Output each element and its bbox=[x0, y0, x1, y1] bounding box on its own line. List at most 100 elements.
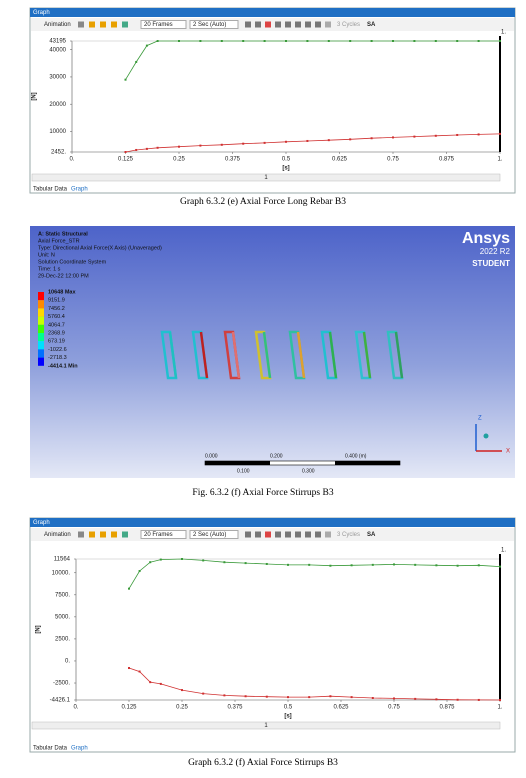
tab[interactable]: Tabular Data bbox=[33, 746, 68, 752]
tab[interactable]: Graph bbox=[71, 746, 88, 752]
toolbar-icon bbox=[245, 531, 251, 538]
dropdown bbox=[189, 20, 239, 29]
stirrup-bar bbox=[362, 331, 372, 379]
info-text: Unit: N bbox=[38, 252, 55, 258]
x-tick-label: 1. bbox=[497, 705, 502, 711]
data-point bbox=[306, 40, 309, 42]
tab[interactable]: Graph bbox=[71, 187, 88, 193]
data-point bbox=[392, 136, 394, 139]
toolbar-icon bbox=[111, 531, 117, 538]
data-point bbox=[456, 133, 459, 136]
x-tick-label: 0.5 bbox=[284, 705, 293, 711]
y-tick-label: 30000 bbox=[49, 75, 66, 81]
x-tick-label: 0.125 bbox=[118, 157, 134, 163]
dropdown-text: 2 Sec (Auto) bbox=[193, 22, 226, 28]
y-tick-label: 5000. bbox=[55, 614, 70, 620]
logo-edition: STUDENT bbox=[472, 259, 510, 268]
y-tick-label: 11564 bbox=[54, 557, 71, 563]
x-tick-label: 1. bbox=[497, 157, 502, 163]
legend-swatch bbox=[38, 349, 44, 358]
data-point bbox=[499, 132, 501, 135]
data-point bbox=[159, 682, 162, 685]
data-point bbox=[145, 44, 148, 47]
data-point bbox=[329, 564, 332, 567]
data-point bbox=[265, 695, 268, 698]
scale-label: 0.000 bbox=[205, 453, 218, 459]
logo: Ansys bbox=[462, 230, 510, 247]
info-text: Axial Force_STR bbox=[38, 238, 80, 244]
data-point bbox=[287, 696, 289, 699]
x-tick-label: 0.875 bbox=[439, 705, 455, 711]
data-point bbox=[263, 40, 266, 42]
data-point bbox=[263, 141, 266, 144]
axis-label: X bbox=[506, 449, 510, 455]
legend-label: 673.19 bbox=[48, 339, 65, 345]
data-point bbox=[242, 40, 245, 42]
data-point bbox=[135, 148, 138, 151]
toolbar-icon bbox=[78, 21, 84, 28]
data-point bbox=[371, 697, 374, 700]
data-point bbox=[178, 40, 180, 42]
data-point bbox=[265, 562, 268, 565]
data-point bbox=[149, 681, 152, 684]
data-point bbox=[135, 60, 138, 63]
data-point bbox=[199, 40, 202, 42]
x-tick-label: 0.125 bbox=[121, 705, 137, 711]
data-point bbox=[223, 561, 226, 564]
data-point bbox=[456, 698, 459, 701]
cursor-label: 1. bbox=[501, 548, 506, 554]
dropdown-text: 20 Frames bbox=[144, 22, 173, 28]
data-point bbox=[306, 139, 309, 142]
dropdown-text: 2 Sec (Auto) bbox=[193, 532, 226, 538]
data-point bbox=[393, 563, 395, 566]
y-tick-label: 10000 bbox=[49, 129, 66, 135]
scale-label: 0.200 bbox=[270, 453, 283, 459]
x-tick-label: 0.375 bbox=[227, 705, 243, 711]
data-point bbox=[124, 151, 127, 153]
series-line bbox=[125, 40, 500, 80]
data-point bbox=[149, 561, 152, 564]
toolbar-icon bbox=[315, 531, 321, 538]
legend-label: 2368.9 bbox=[48, 330, 65, 336]
data-point bbox=[220, 143, 223, 146]
info-text: Type: Directional Axial Force(X Axis) (U… bbox=[38, 245, 162, 251]
data-point bbox=[393, 697, 395, 700]
tab[interactable]: Tabular Data bbox=[33, 187, 68, 193]
x-tick-label: 0.625 bbox=[332, 157, 348, 163]
data-point bbox=[242, 142, 245, 145]
slider-value: 1 bbox=[264, 723, 268, 729]
legend-label: -1022.6 bbox=[48, 347, 67, 353]
x-tick-label: 0.25 bbox=[176, 705, 188, 711]
caption: Graph 6.3.2 (e) Axial Force Long Rebar B… bbox=[180, 196, 346, 207]
data-point bbox=[349, 40, 352, 42]
data-point bbox=[370, 40, 373, 42]
x-axis-label: [s] bbox=[284, 714, 291, 720]
data-point bbox=[327, 139, 330, 142]
data-point bbox=[138, 570, 141, 573]
data-point bbox=[128, 587, 130, 590]
toolbar-icon bbox=[275, 21, 281, 28]
stirrup-bar bbox=[296, 331, 306, 379]
figure-bg bbox=[30, 226, 515, 478]
toolbar-icon bbox=[78, 531, 84, 538]
x-tick-label: 0.375 bbox=[225, 157, 241, 163]
y-tick-label: 7500. bbox=[55, 592, 70, 598]
data-point bbox=[477, 564, 480, 567]
slider-value: 1 bbox=[264, 175, 268, 181]
y-tick-label: 2500. bbox=[55, 637, 70, 643]
data-point bbox=[499, 40, 501, 42]
panel bbox=[29, 7, 516, 194]
legend-label: -2718.3 bbox=[48, 355, 67, 361]
toolbar-label: Animation bbox=[44, 22, 71, 28]
toolbar-label: 3 Cycles bbox=[337, 532, 360, 538]
series-line bbox=[125, 133, 501, 153]
info-text: 29-Dec-22 12:00 PM bbox=[38, 273, 89, 279]
data-point bbox=[350, 564, 353, 567]
data-point bbox=[202, 559, 205, 562]
toolbar-icon bbox=[285, 531, 291, 538]
panel bbox=[29, 517, 516, 753]
stirrup-bar bbox=[262, 331, 272, 379]
toolbar-icon bbox=[295, 21, 301, 28]
toolbar-icon bbox=[245, 21, 251, 28]
toolbar-icon bbox=[255, 21, 261, 28]
